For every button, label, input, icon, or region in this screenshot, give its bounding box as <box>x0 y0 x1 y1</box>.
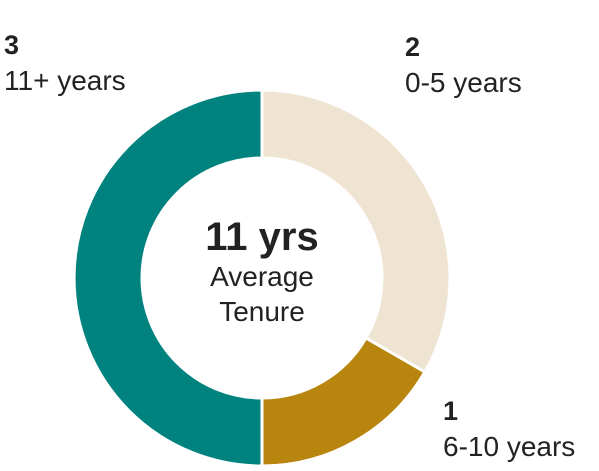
donut-segment <box>260 88 452 375</box>
donut-segment <box>260 335 427 468</box>
segment-value: 1 <box>443 396 459 426</box>
segment-category: 6-10 years <box>443 431 576 462</box>
donut-segment <box>72 88 264 468</box>
segment-category: 11+ years <box>4 65 126 96</box>
segment-label: 3 11+ years <box>4 32 126 95</box>
segment-label: 2 0-5 years <box>405 34 522 97</box>
segment-category: 0-5 years <box>405 67 522 98</box>
segment-value: 3 <box>4 30 20 60</box>
center-text: 11 yrs Average Tenure <box>182 215 342 329</box>
center-label: Average Tenure <box>210 261 314 327</box>
segment-label: 1 6-10 years <box>443 398 575 461</box>
center-value: 11 yrs <box>205 215 319 259</box>
segment-value: 2 <box>405 32 421 62</box>
